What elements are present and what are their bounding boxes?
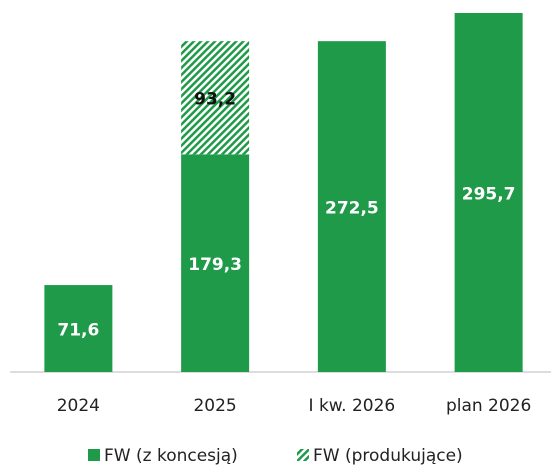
bar bbox=[44, 285, 113, 372]
x-tick-label: 2024 bbox=[57, 396, 100, 416]
bar bbox=[454, 13, 523, 372]
data-label: 295,7 bbox=[462, 185, 516, 205]
legend-swatch bbox=[297, 449, 309, 461]
bar bbox=[181, 154, 250, 372]
data-label: 272,5 bbox=[325, 199, 379, 219]
bar bbox=[181, 41, 250, 155]
bar bbox=[317, 41, 386, 373]
data-label: 93,2 bbox=[194, 90, 236, 110]
x-tick-label: I kw. 2026 bbox=[309, 396, 396, 416]
legend-label: FW (produkujące) bbox=[313, 446, 463, 466]
data-label: 71,6 bbox=[57, 321, 99, 341]
legend-swatch bbox=[88, 449, 100, 461]
data-label: 179,3 bbox=[188, 255, 242, 275]
x-tick-label: plan 2026 bbox=[446, 396, 531, 416]
legend-label: FW (z koncesją) bbox=[104, 446, 238, 466]
x-tick-label: 2025 bbox=[193, 396, 236, 416]
